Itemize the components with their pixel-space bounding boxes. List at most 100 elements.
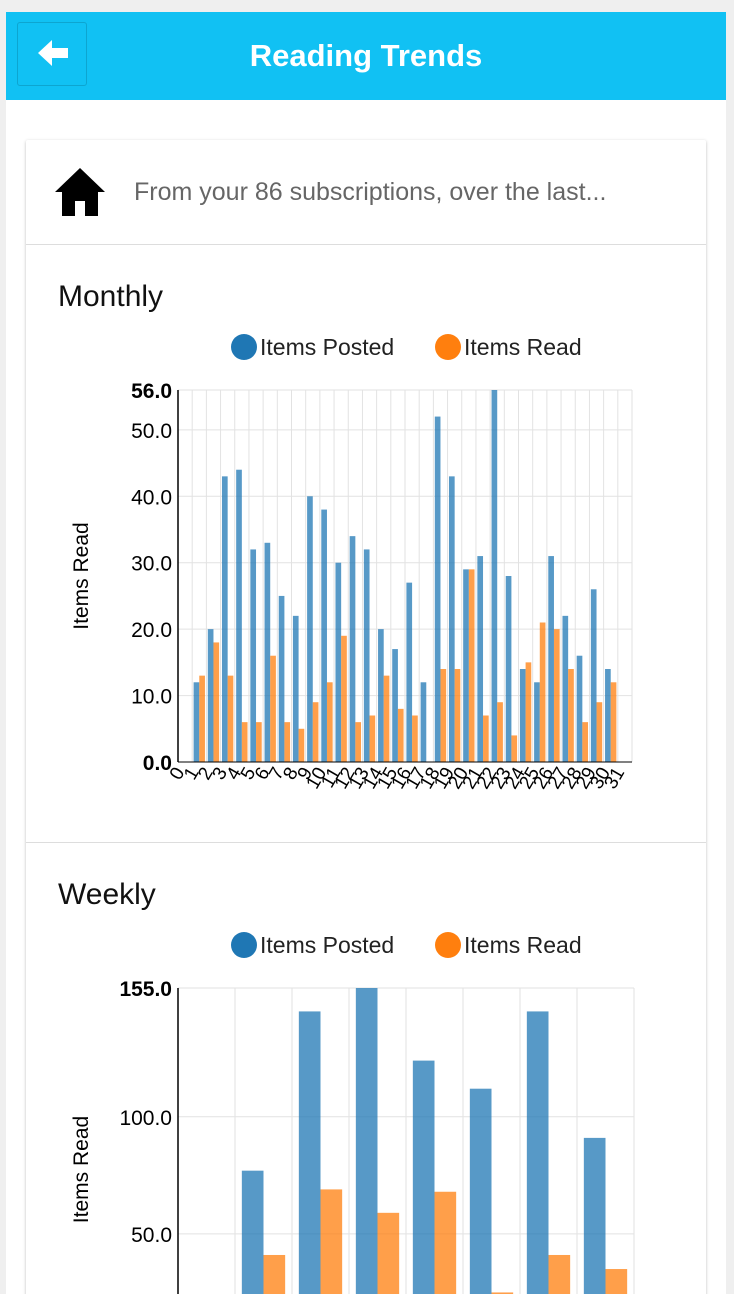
arrow-left-icon	[38, 40, 68, 66]
bar-read	[548, 1254, 571, 1294]
bar-posted	[605, 669, 611, 762]
bar-posted	[363, 549, 370, 762]
legend-posted[interactable]: Items Posted	[231, 334, 394, 361]
y-tick-label: 56.0	[131, 380, 172, 403]
bar-read	[610, 682, 617, 762]
legend-read-swatch	[435, 932, 461, 958]
legend-posted-swatch	[231, 334, 257, 360]
bar-posted	[355, 988, 378, 1294]
bar-posted	[392, 649, 398, 762]
bar-posted	[321, 509, 327, 762]
bar-posted	[264, 542, 271, 762]
y-axis-title: Items Read	[70, 1116, 93, 1223]
monthly-title: Monthly	[58, 280, 164, 313]
bar-posted	[548, 556, 554, 762]
bar-posted	[505, 576, 512, 762]
bar-posted	[378, 629, 384, 762]
y-tick-label: 0.0	[143, 752, 172, 775]
y-tick-label: 155.0	[119, 978, 172, 1001]
y-tick-label: 10.0	[131, 686, 172, 709]
bar-posted	[534, 682, 540, 762]
bar-read	[553, 629, 560, 762]
app-screen: Reading Trends From your 86 subscription…	[6, 12, 726, 1294]
bar-read	[568, 669, 574, 762]
legend-read-label: Items Read	[464, 334, 582, 360]
bar-posted	[583, 1137, 606, 1294]
bar-posted	[526, 1011, 549, 1294]
bar-posted	[307, 496, 313, 762]
bar-read	[213, 642, 220, 762]
bar-read	[596, 702, 603, 762]
bar-read	[270, 655, 276, 762]
bar-posted	[207, 629, 214, 762]
bar-read	[539, 622, 546, 762]
legend-posted-swatch	[231, 932, 257, 958]
bar-posted	[576, 655, 583, 762]
bar-posted	[250, 549, 257, 762]
bar-posted	[448, 476, 455, 762]
bar-posted	[491, 390, 498, 762]
bar-read	[454, 669, 461, 762]
bar-posted	[519, 669, 526, 762]
bar-read	[326, 682, 333, 762]
bar-posted	[298, 1011, 321, 1294]
bar-read	[497, 702, 503, 762]
bar-posted	[349, 536, 356, 762]
trends-card: From your 86 subscriptions, over the las…	[26, 140, 706, 1294]
bar-read	[298, 728, 305, 762]
bar-posted	[477, 556, 484, 762]
y-tick-label: 40.0	[131, 486, 172, 509]
legend-posted[interactable]: Items Posted	[231, 932, 394, 959]
bar-read	[525, 662, 532, 762]
weekly-chart: 50.0 100.0 155.0 Items Read	[70, 978, 635, 1294]
summary-row[interactable]: From your 86 subscriptions, over the las…	[26, 140, 706, 245]
bar-read	[341, 635, 347, 762]
legend-read[interactable]: Items Read	[435, 932, 582, 959]
home-icon	[55, 168, 105, 216]
bar-read	[383, 675, 390, 762]
y-axis-title: Items Read	[70, 522, 93, 629]
bar-read	[605, 1269, 628, 1294]
bar-read	[377, 1212, 400, 1294]
bar-read	[199, 675, 205, 762]
legend-read[interactable]: Items Read	[435, 334, 582, 361]
bar-read	[511, 735, 518, 762]
bar-posted	[412, 1060, 435, 1294]
bar-posted	[562, 615, 569, 762]
bar-posted	[292, 615, 299, 762]
bar-read	[483, 715, 489, 762]
bar-posted	[221, 476, 228, 762]
bar-read	[256, 722, 262, 762]
weekly-title: Weekly	[58, 878, 156, 911]
legend-posted-label: Items Posted	[260, 932, 395, 958]
legend-read-swatch	[435, 334, 461, 360]
bar-posted	[434, 416, 441, 762]
bar-read	[397, 708, 404, 762]
page-title: Reading Trends	[249, 38, 483, 73]
bar-read	[440, 669, 447, 762]
back-button[interactable]	[17, 22, 87, 86]
y-tick-label: 50.0	[131, 420, 172, 443]
bar-read	[468, 569, 475, 762]
bar-posted	[241, 1170, 264, 1294]
legend-read-label: Items Read	[464, 932, 582, 958]
bar-read	[320, 1189, 343, 1294]
bar-read	[263, 1254, 286, 1294]
bar-posted	[469, 1088, 492, 1294]
bar-posted	[420, 682, 427, 762]
bar-posted	[406, 582, 413, 762]
y-tick-label: 20.0	[131, 619, 172, 642]
bar-read	[369, 715, 376, 762]
header-bar: Reading Trends	[6, 12, 726, 100]
legend-posted-label: Items Posted	[260, 334, 395, 360]
summary-text: From your 86 subscriptions, over the las…	[134, 178, 607, 206]
bar-read	[284, 722, 291, 762]
bar-read	[227, 675, 234, 762]
bar-read	[412, 715, 418, 762]
y-tick-label: 50.0	[131, 1224, 172, 1247]
section-divider	[26, 842, 706, 843]
y-tick-label: 100.0	[119, 1107, 172, 1130]
bar-posted	[590, 589, 597, 762]
bar-read	[434, 1191, 457, 1294]
